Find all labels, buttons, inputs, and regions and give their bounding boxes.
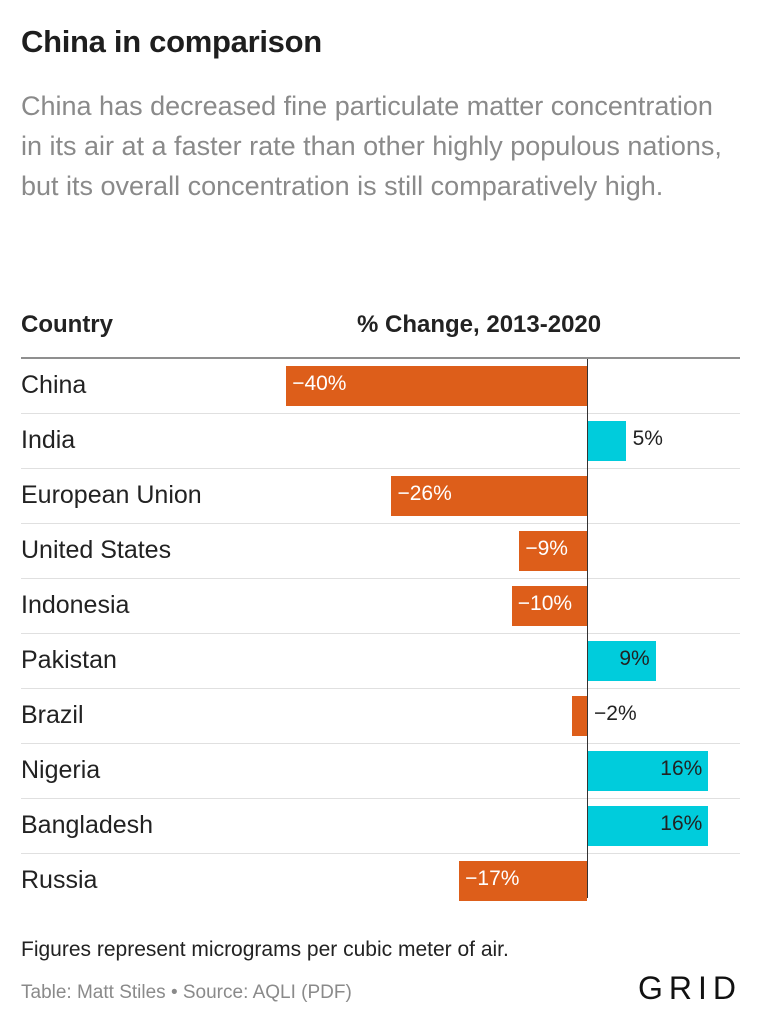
table-row: Bangladesh 16% bbox=[21, 799, 740, 854]
country-label: Bangladesh bbox=[21, 811, 154, 839]
data-label: −40% bbox=[292, 372, 347, 395]
country-label: Russia bbox=[21, 866, 98, 894]
header-rule bbox=[21, 357, 740, 359]
table-row: Russia −17% bbox=[21, 854, 740, 908]
table-row: Indonesia −10% bbox=[21, 579, 740, 634]
country-label: Brazil bbox=[21, 701, 84, 729]
column-header-country: Country bbox=[21, 311, 113, 338]
country-label: Indonesia bbox=[21, 591, 130, 619]
country-label: European Union bbox=[21, 481, 202, 509]
data-label: 5% bbox=[632, 427, 663, 450]
table-row: Pakistan 9% bbox=[21, 634, 740, 689]
data-label: −9% bbox=[525, 537, 568, 560]
bar bbox=[511, 586, 587, 626]
bar bbox=[588, 421, 626, 461]
bar bbox=[588, 806, 709, 846]
country-label: India bbox=[21, 426, 76, 454]
data-label: −17% bbox=[465, 867, 520, 890]
table-row: India 5% bbox=[21, 414, 740, 469]
bar bbox=[286, 366, 587, 406]
chart-title: China in comparison bbox=[21, 24, 322, 59]
country-label: Pakistan bbox=[21, 646, 117, 674]
source-credit: Table: Matt Stiles • Source: AQLI (PDF) bbox=[21, 982, 352, 1003]
bar bbox=[571, 696, 587, 736]
table-row: Brazil −2% bbox=[21, 689, 740, 744]
bar bbox=[459, 861, 587, 901]
data-label: −26% bbox=[397, 482, 452, 505]
data-table: China −40% India 5% European Union −26% United… bbox=[21, 359, 740, 908]
zero-axis-line bbox=[587, 359, 588, 898]
bar bbox=[588, 751, 709, 791]
footnote: Figures represent micrograms per cubic m… bbox=[21, 938, 509, 961]
table-row: China −40% bbox=[21, 359, 740, 414]
table-row: United States −9% bbox=[21, 524, 740, 579]
bar bbox=[519, 531, 587, 571]
data-label: −10% bbox=[517, 592, 573, 615]
country-label: United States bbox=[21, 536, 172, 564]
bar bbox=[391, 476, 587, 516]
data-label: 16% bbox=[660, 757, 703, 780]
table-row: European Union −26% bbox=[21, 469, 740, 524]
country-label: China bbox=[21, 371, 87, 399]
data-label: −2% bbox=[594, 702, 637, 725]
country-label: Nigeria bbox=[21, 756, 101, 784]
data-label: 9% bbox=[619, 647, 650, 670]
bar bbox=[588, 641, 656, 681]
column-header-change: % Change, 2013-2020 bbox=[357, 311, 602, 338]
grid-logo: GRID bbox=[638, 970, 742, 1006]
data-label: 16% bbox=[660, 812, 703, 835]
chart-subtitle: China has decreased fine particulate mat… bbox=[21, 91, 722, 201]
table-row: Nigeria 16% bbox=[21, 744, 740, 799]
